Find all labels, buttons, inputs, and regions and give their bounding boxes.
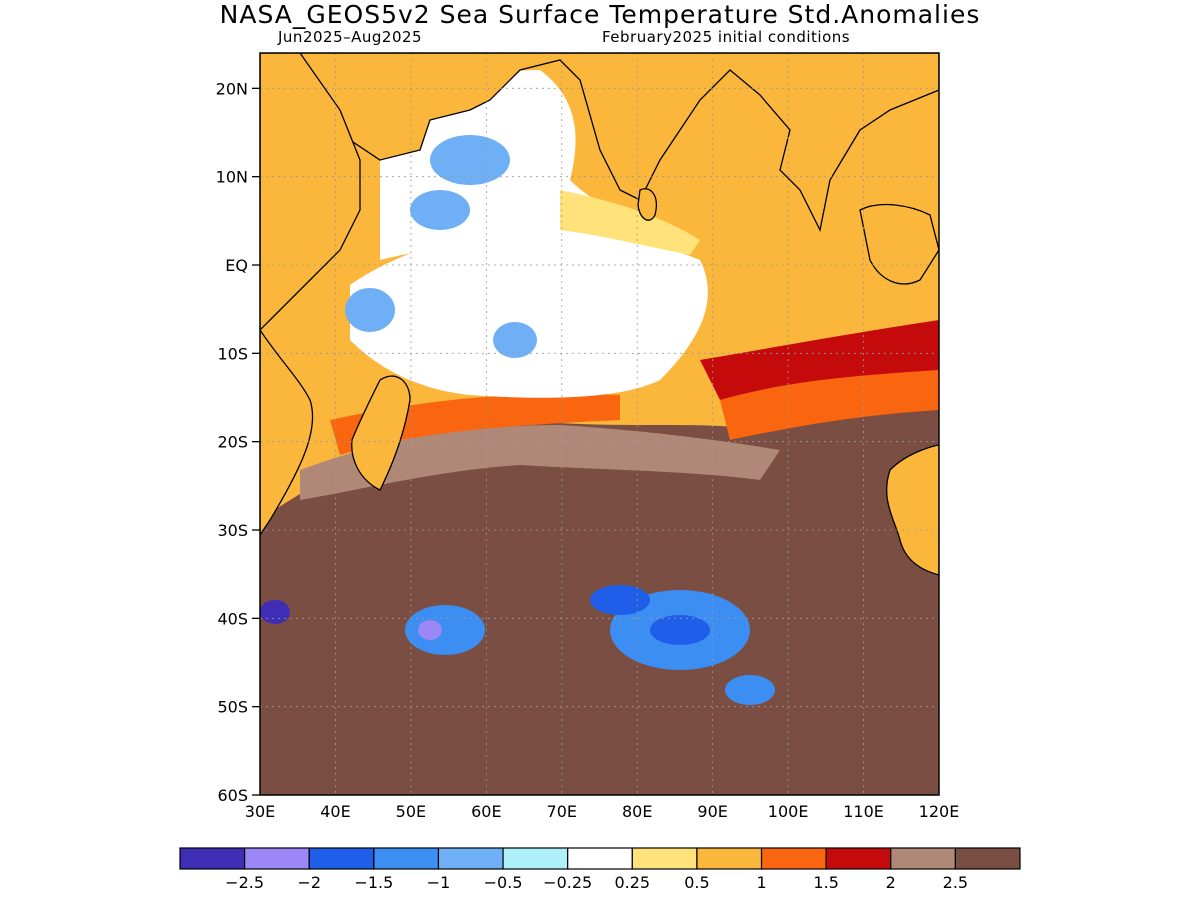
colorbar-swatch	[762, 848, 827, 869]
lat-tick-label: 10N	[216, 168, 248, 187]
colorbar-swatch	[245, 848, 310, 869]
sst-anomaly-map: 20N 10N EQ 10S 20S 30S 40S 50S 60S 30E 40E 50E 60E 7…	[0, 0, 1200, 900]
lat-axis: 20N 10N EQ 10S 20S 30S 40S 50S 60S	[216, 79, 260, 805]
lat-tick-label: 20S	[217, 433, 248, 452]
colorbar-label: −0.5	[484, 873, 523, 892]
anomaly-field	[260, 53, 939, 795]
lon-tick-label: 60E	[471, 802, 501, 821]
lon-tick-label: 80E	[622, 802, 652, 821]
lon-tick-label: 90E	[697, 802, 727, 821]
lon-tick-label: 50E	[396, 802, 426, 821]
lon-tick-label: 110E	[843, 802, 884, 821]
lon-tick-label: 70E	[547, 802, 577, 821]
colorbar-label: 0.5	[684, 873, 709, 892]
colorbar-swatch	[374, 848, 439, 869]
lon-tick-label: 120E	[919, 802, 960, 821]
lat-tick-label: 20N	[216, 79, 248, 98]
colorbar-label: 1.5	[813, 873, 838, 892]
colorbar-label: −2	[297, 873, 321, 892]
colorbar-swatch	[697, 848, 762, 869]
colorbar-swatch	[180, 848, 245, 869]
colorbar-swatch	[891, 848, 956, 869]
lat-tick-label: EQ	[225, 256, 248, 275]
colorbar-label: −1	[427, 873, 451, 892]
colorbar: −2.5 −2 −1.5 −1 −0.5 −0.25 0.25 0.5 1 1.5 2 2.5	[180, 848, 1020, 892]
lon-tick-label: 40E	[320, 802, 350, 821]
colorbar-swatch	[826, 848, 891, 869]
colorbar-swatch	[632, 848, 697, 869]
colorbar-swatch	[568, 848, 633, 869]
lat-tick-label: 50S	[217, 698, 248, 717]
colorbar-swatch	[955, 848, 1020, 869]
lon-tick-label: 30E	[245, 802, 275, 821]
colorbar-label: 2	[886, 873, 896, 892]
colorbar-swatch	[503, 848, 568, 869]
colorbar-label: −1.5	[354, 873, 393, 892]
lon-tick-label: 100E	[768, 802, 809, 821]
colorbar-label: 0.25	[614, 873, 650, 892]
colorbar-label: 2.5	[943, 873, 968, 892]
lat-tick-label: 10S	[217, 344, 248, 363]
lat-tick-label: 60S	[217, 786, 248, 805]
colorbar-label: −0.25	[543, 873, 592, 892]
colorbar-label: 1	[756, 873, 766, 892]
colorbar-label: −2.5	[225, 873, 264, 892]
colorbar-swatch	[309, 848, 374, 869]
lon-axis: 30E 40E 50E 60E 70E 80E 90E 100E 110E 120E	[245, 802, 960, 821]
colorbar-swatch	[438, 848, 503, 869]
lat-tick-label: 30S	[217, 521, 248, 540]
lat-tick-label: 40S	[217, 609, 248, 628]
